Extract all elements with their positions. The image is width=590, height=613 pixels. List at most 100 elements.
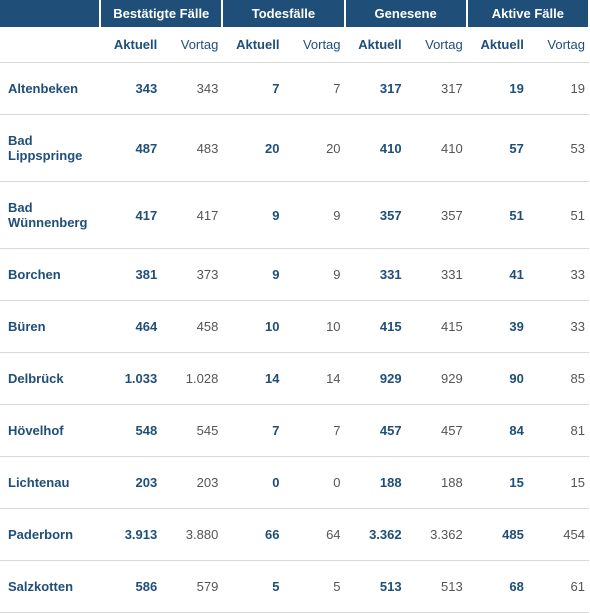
cell-aktuell: 51	[467, 182, 528, 249]
cell-aktuell: 66	[222, 509, 283, 561]
cell-aktuell: 586	[100, 561, 161, 613]
cell-aktuell: 410	[345, 115, 406, 182]
cell-aktuell: 929	[345, 353, 406, 405]
cell-vortag: 33	[528, 249, 589, 301]
row-label: Borchen	[0, 249, 100, 301]
header-group-row: Bestätigte Fälle Todesfälle Genesene Akt…	[0, 0, 589, 27]
cell-vortag: 33	[528, 301, 589, 353]
cell-vortag: 14	[283, 353, 344, 405]
cell-vortag: 61	[528, 561, 589, 613]
cell-aktuell: 14	[222, 353, 283, 405]
cell-vortag: 317	[406, 63, 467, 115]
row-label: Lichtenau	[0, 457, 100, 509]
cell-aktuell: 84	[467, 405, 528, 457]
cell-vortag: 457	[406, 405, 467, 457]
covid-table: Bestätigte Fälle Todesfälle Genesene Akt…	[0, 0, 590, 613]
cell-vortag: 513	[406, 561, 467, 613]
cell-vortag: 331	[406, 249, 467, 301]
cell-vortag: 9	[283, 182, 344, 249]
row-label: Salzkotten	[0, 561, 100, 613]
cell-aktuell: 39	[467, 301, 528, 353]
cell-aktuell: 10	[222, 301, 283, 353]
header-sub-aktuell: Aktuell	[467, 27, 528, 63]
row-label: Paderborn	[0, 509, 100, 561]
cell-aktuell: 19	[467, 63, 528, 115]
cell-aktuell: 90	[467, 353, 528, 405]
header-group-confirmed: Bestätigte Fälle	[100, 0, 222, 27]
cell-aktuell: 3.913	[100, 509, 161, 561]
table-row: Delbrück1.0331.02814149299299085	[0, 353, 589, 405]
cell-vortag: 3.362	[406, 509, 467, 561]
header-sub-vortag: Vortag	[283, 27, 344, 63]
header-sub-aktuell: Aktuell	[100, 27, 161, 63]
table-row: Altenbeken343343773173171919	[0, 63, 589, 115]
cell-vortag: 53	[528, 115, 589, 182]
cell-aktuell: 0	[222, 457, 283, 509]
cell-aktuell: 317	[345, 63, 406, 115]
cell-vortag: 3.880	[161, 509, 222, 561]
cell-vortag: 454	[528, 509, 589, 561]
cell-vortag: 483	[161, 115, 222, 182]
cell-aktuell: 487	[100, 115, 161, 182]
header-sub-row: Aktuell Vortag Aktuell Vortag Aktuell Vo…	[0, 27, 589, 63]
cell-aktuell: 9	[222, 182, 283, 249]
cell-aktuell: 7	[222, 405, 283, 457]
table-row: Lichtenau203203001881881515	[0, 457, 589, 509]
row-label: Delbrück	[0, 353, 100, 405]
cell-aktuell: 357	[345, 182, 406, 249]
cell-aktuell: 548	[100, 405, 161, 457]
table-row: Bad Lippspringe48748320204104105753	[0, 115, 589, 182]
cell-aktuell: 1.033	[100, 353, 161, 405]
header-sub-vortag: Vortag	[406, 27, 467, 63]
cell-vortag: 410	[406, 115, 467, 182]
header-group-recovered: Genesene	[345, 0, 467, 27]
row-label: Altenbeken	[0, 63, 100, 115]
cell-vortag: 545	[161, 405, 222, 457]
cell-aktuell: 415	[345, 301, 406, 353]
cell-vortag: 7	[283, 63, 344, 115]
cell-vortag: 5	[283, 561, 344, 613]
cell-aktuell: 203	[100, 457, 161, 509]
cell-vortag: 19	[528, 63, 589, 115]
cell-aktuell: 513	[345, 561, 406, 613]
cell-vortag: 1.028	[161, 353, 222, 405]
cell-vortag: 357	[406, 182, 467, 249]
cell-aktuell: 457	[345, 405, 406, 457]
table-body: Altenbeken343343773173171919Bad Lippspri…	[0, 63, 589, 613]
cell-aktuell: 485	[467, 509, 528, 561]
header-group-active: Aktive Fälle	[467, 0, 589, 27]
header-sub-blank	[0, 27, 100, 63]
cell-aktuell: 3.362	[345, 509, 406, 561]
row-label: Büren	[0, 301, 100, 353]
table-row: Bad Wünnenberg417417993573575151	[0, 182, 589, 249]
cell-aktuell: 15	[467, 457, 528, 509]
table-row: Salzkotten586579555135136861	[0, 561, 589, 613]
cell-vortag: 417	[161, 182, 222, 249]
cell-aktuell: 9	[222, 249, 283, 301]
cell-aktuell: 188	[345, 457, 406, 509]
header-sub-vortag: Vortag	[528, 27, 589, 63]
header-sub-aktuell: Aktuell	[222, 27, 283, 63]
cell-vortag: 85	[528, 353, 589, 405]
table-row: Borchen381373993313314133	[0, 249, 589, 301]
cell-vortag: 373	[161, 249, 222, 301]
table-row: Paderborn3.9133.88066643.3623.362485454	[0, 509, 589, 561]
cell-vortag: 415	[406, 301, 467, 353]
cell-aktuell: 20	[222, 115, 283, 182]
cell-vortag: 15	[528, 457, 589, 509]
cell-vortag: 20	[283, 115, 344, 182]
cell-vortag: 929	[406, 353, 467, 405]
header-group-deaths: Todesfälle	[222, 0, 344, 27]
cell-vortag: 188	[406, 457, 467, 509]
cell-aktuell: 5	[222, 561, 283, 613]
cell-aktuell: 57	[467, 115, 528, 182]
header-sub-aktuell: Aktuell	[345, 27, 406, 63]
cell-aktuell: 381	[100, 249, 161, 301]
cell-vortag: 0	[283, 457, 344, 509]
cell-vortag: 458	[161, 301, 222, 353]
header-sub-vortag: Vortag	[161, 27, 222, 63]
cell-vortag: 7	[283, 405, 344, 457]
cell-aktuell: 464	[100, 301, 161, 353]
row-label: Bad Wünnenberg	[0, 182, 100, 249]
cell-aktuell: 343	[100, 63, 161, 115]
